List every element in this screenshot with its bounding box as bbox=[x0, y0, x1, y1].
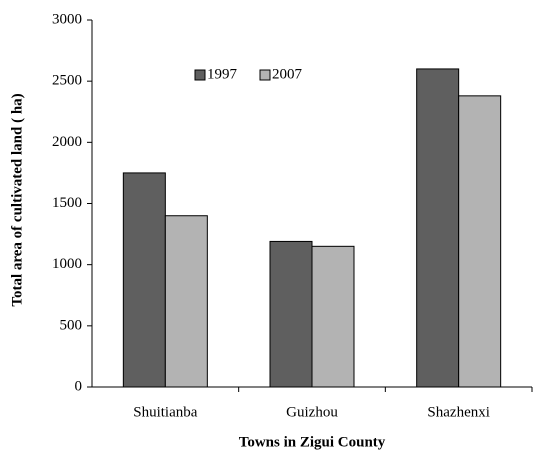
y-tick-label: 500 bbox=[60, 317, 83, 333]
x-axis-title: Towns in Zigui County bbox=[239, 434, 386, 450]
bar bbox=[269, 240, 313, 388]
x-tick-label: Guizhou bbox=[286, 404, 338, 420]
y-axis-title: Total area of cultivated land ( ha) bbox=[9, 93, 25, 306]
bar bbox=[164, 215, 208, 388]
legend-label: 2007 bbox=[272, 66, 303, 82]
legend-swatch bbox=[194, 69, 206, 81]
bar bbox=[311, 245, 355, 388]
x-tick-label: Shuitianba bbox=[133, 404, 198, 420]
legend-label: 1997 bbox=[207, 66, 238, 82]
y-tick-label: 3000 bbox=[52, 11, 82, 27]
bar bbox=[122, 172, 166, 388]
legend-swatch bbox=[259, 69, 271, 81]
y-tick-label: 1500 bbox=[52, 195, 82, 211]
y-tick-label: 2000 bbox=[52, 134, 82, 150]
y-tick-label: 0 bbox=[75, 378, 83, 394]
y-tick-label: 1000 bbox=[52, 256, 82, 272]
y-tick-label: 2500 bbox=[52, 73, 82, 89]
x-tick-label: Shazhenxi bbox=[427, 404, 489, 420]
bar bbox=[458, 95, 502, 388]
bar bbox=[416, 68, 460, 388]
